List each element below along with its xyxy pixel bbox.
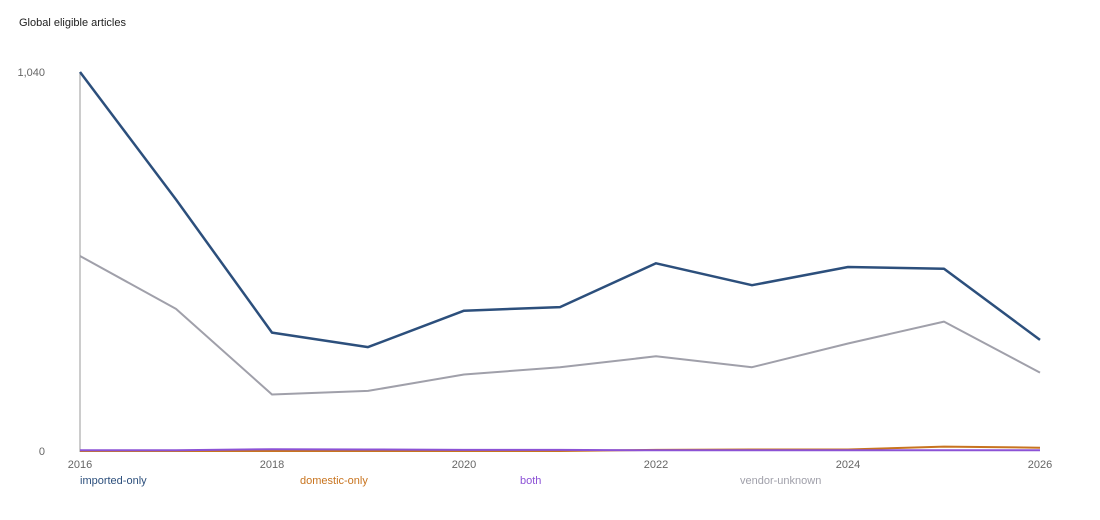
series-lines [79,71,1041,452]
y-tick-label: 1,040 [17,67,45,79]
series-line-both [80,448,1040,452]
series-line-vendor-unknown [79,255,1041,396]
legend-item-both: both [520,475,542,487]
x-tick-label: 2022 [644,459,668,471]
x-tick-label: 2016 [68,459,92,471]
x-tick-label: 2020 [452,459,476,471]
legend-item-vendor-unknown: vendor-unknown [740,475,822,487]
series-line-imported-only [79,71,1041,349]
y-tick-label: 0 [39,446,45,458]
legend-item-domestic-only: domestic-only [300,475,368,487]
axis-ticks: 2016 2018 2020 2022 2024 2026 0 1,040 [17,67,1052,471]
series-line-domestic-only [80,445,1041,452]
x-tick-label: 2018 [260,459,284,471]
legend-item-imported-only: imported-only [80,475,147,487]
chart-title: Global eligible articles [19,17,126,29]
x-tick-label: 2024 [836,459,860,471]
x-tick-label: 2026 [1028,459,1052,471]
